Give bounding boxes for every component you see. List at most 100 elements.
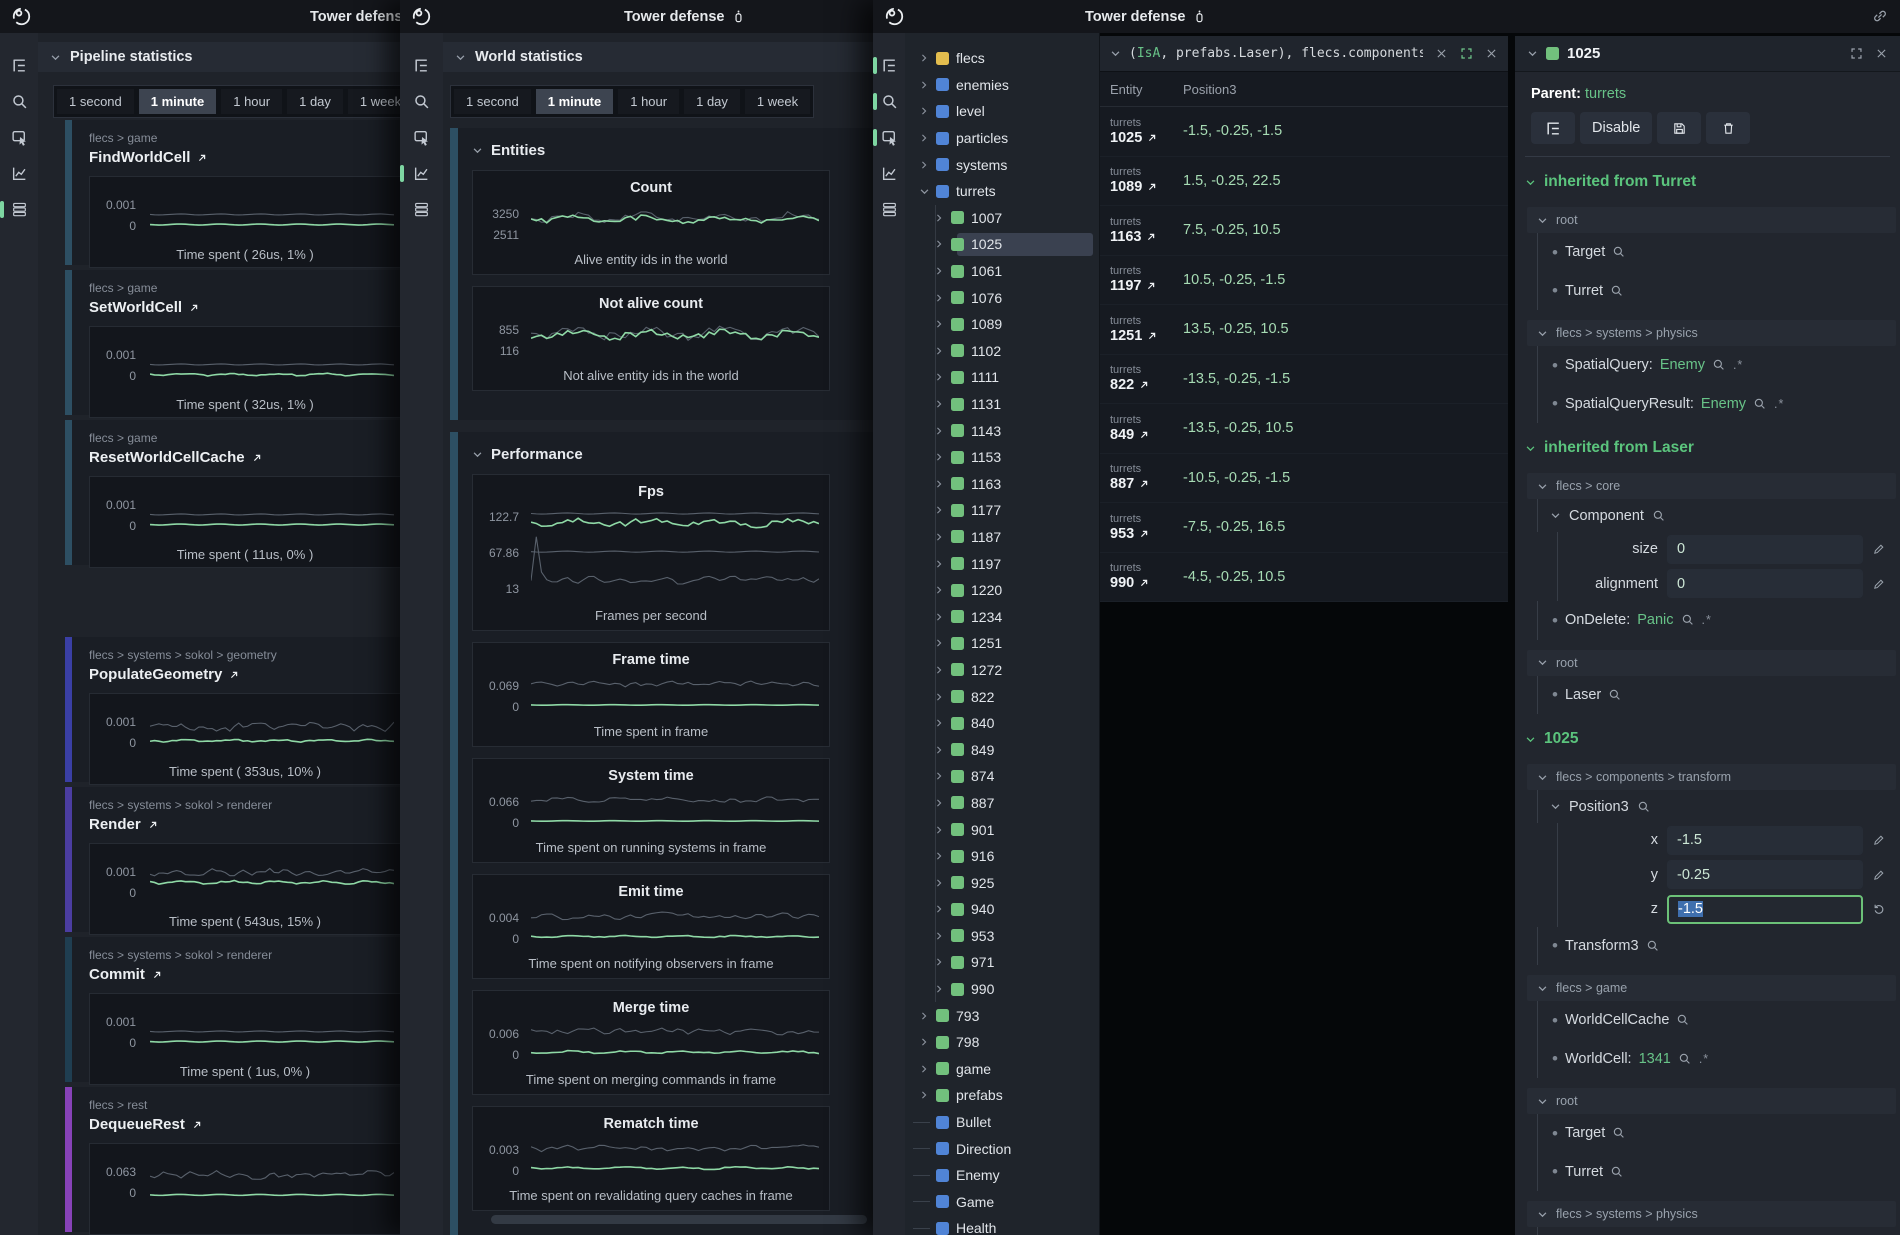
tree-row-849[interactable]: 849 — [905, 736, 1099, 763]
table-row[interactable]: turrets 990 -4.5, -0.25, 10.5 — [1100, 553, 1508, 602]
chevron-right-icon[interactable] — [934, 319, 945, 329]
tab-1-minute[interactable]: 1 minute — [535, 89, 614, 114]
tab-1-week[interactable]: 1 week — [347, 89, 400, 114]
edit-icon[interactable] — [1872, 833, 1886, 847]
sidebar-item-tree[interactable] — [400, 47, 443, 83]
chevron-right-icon[interactable] — [934, 878, 945, 888]
system-name[interactable]: FindWorldCell — [89, 149, 400, 166]
share-link-icon[interactable] — [1872, 8, 1888, 24]
chevron-right-icon[interactable] — [919, 1037, 930, 1047]
component-module-strip[interactable]: root — [1527, 207, 1896, 233]
entity-id[interactable]: 1089 — [1110, 179, 1183, 195]
watch-icon[interactable]: .* — [1732, 358, 1744, 373]
chevron-right-icon[interactable] — [919, 1064, 930, 1074]
sidebar-item-statistics[interactable] — [0, 155, 38, 191]
save-button[interactable] — [1657, 112, 1702, 144]
collapse-chevron-icon[interactable] — [1537, 1209, 1548, 1220]
chevron-right-icon[interactable] — [919, 106, 930, 116]
component-module-strip[interactable]: flecs > components > transform — [1527, 764, 1896, 790]
sidebar-item-tables[interactable] — [873, 191, 905, 227]
watch-icon[interactable]: .* — [1774, 396, 1785, 411]
collapse-chevron-icon[interactable] — [1537, 215, 1548, 226]
system-name[interactable]: DequeueRest — [89, 1116, 400, 1133]
chevron-right-icon[interactable] — [934, 825, 945, 835]
close-panel-icon[interactable] — [1485, 47, 1498, 60]
section-header[interactable]: inherited from Laser — [1525, 433, 1900, 463]
external-link-icon[interactable] — [1138, 379, 1150, 391]
query-expression[interactable]: (IsA, prefabs.Laser), flecs.components — [1129, 46, 1423, 61]
system-name[interactable]: SetWorldCell — [89, 299, 400, 316]
tab-1-day[interactable]: 1 day — [684, 89, 740, 114]
entity-link[interactable]: Panic — [1637, 612, 1674, 629]
edit-icon[interactable] — [1872, 577, 1886, 591]
external-link-icon[interactable] — [251, 452, 263, 464]
entity-id[interactable]: 990 — [1110, 575, 1183, 591]
collapse-chevron-icon[interactable] — [1537, 983, 1548, 994]
chevron-right-icon[interactable] — [934, 239, 945, 249]
search-icon[interactable] — [1652, 509, 1666, 523]
watch-icon[interactable]: .* — [1698, 1051, 1710, 1066]
delete-button[interactable] — [1706, 112, 1751, 144]
chevron-right-icon[interactable] — [934, 745, 945, 755]
chevron-right-icon[interactable] — [934, 532, 945, 542]
tree-row-953[interactable]: 953 — [905, 922, 1099, 950]
table-row[interactable]: turrets 1025 -1.5, -0.25, -1.5 — [1100, 107, 1508, 157]
chevron-right-icon[interactable] — [934, 372, 945, 382]
external-link-icon[interactable] — [228, 669, 240, 681]
system-name[interactable]: Render — [89, 816, 400, 833]
clear-query-icon[interactable] — [1435, 47, 1448, 60]
collapse-chevron-icon[interactable] — [1525, 734, 1536, 745]
tree-row-1234[interactable]: 1234 — [905, 603, 1099, 630]
collapse-chevron-icon[interactable] — [1537, 328, 1548, 339]
disable-button[interactable]: Disable — [1580, 112, 1653, 144]
section-header[interactable]: 1025 — [1525, 724, 1900, 754]
external-link-icon[interactable] — [1145, 231, 1157, 243]
tree-row-1143[interactable]: 1143 — [905, 417, 1099, 444]
expand-panel-icon[interactable] — [1460, 47, 1473, 60]
tree-row-1197[interactable]: 1197 — [905, 550, 1099, 577]
external-link-icon[interactable] — [1138, 429, 1150, 441]
tree-row-971[interactable]: 971 — [905, 949, 1099, 976]
collapse-chevron-icon[interactable] — [1537, 481, 1548, 492]
tree-row-Bullet[interactable]: Bullet — [905, 1109, 1099, 1136]
tree-row-1025[interactable]: 1025 — [905, 231, 1099, 258]
system-name[interactable]: PopulateGeometry — [89, 666, 400, 683]
entity-link[interactable]: Enemy — [1659, 357, 1705, 374]
chevron-right-icon[interactable] — [934, 266, 945, 276]
sidebar-item-tree[interactable] — [873, 47, 905, 83]
chevron-right-icon[interactable] — [934, 213, 945, 223]
external-link-icon[interactable] — [1138, 577, 1150, 589]
collapse-chevron-icon[interactable] — [1110, 48, 1121, 59]
sidebar-item-search[interactable] — [400, 83, 443, 119]
chevron-right-icon[interactable] — [934, 904, 945, 914]
chevron-right-icon[interactable] — [919, 160, 930, 170]
search-icon[interactable] — [1681, 613, 1695, 627]
chevron-right-icon[interactable] — [934, 585, 945, 595]
entity-id[interactable]: 1251 — [1110, 328, 1183, 344]
table-row[interactable]: turrets 849 -13.5, -0.25, 10.5 — [1100, 404, 1508, 454]
external-link-icon[interactable] — [147, 819, 159, 831]
tree-row-Game[interactable]: Game — [905, 1189, 1099, 1216]
collapse-chevron-icon[interactable] — [472, 449, 483, 460]
chevron-right-icon[interactable] — [934, 559, 945, 569]
expand-panel-icon[interactable] — [1850, 47, 1863, 60]
tree-row-particles[interactable]: particles — [905, 125, 1099, 152]
sidebar-item-inspector[interactable] — [400, 119, 443, 155]
tree-row-1187[interactable]: 1187 — [905, 523, 1099, 551]
search-icon[interactable] — [1608, 688, 1622, 702]
entity-id[interactable]: 1025 — [1110, 130, 1183, 146]
entity-id[interactable]: 849 — [1110, 427, 1183, 443]
chevron-right-icon[interactable] — [934, 479, 945, 489]
sidebar-item-statistics[interactable] — [400, 155, 443, 191]
collapse-chevron-icon[interactable] — [1525, 443, 1536, 454]
component-module-strip[interactable]: flecs > systems > physics — [1527, 1201, 1896, 1227]
tree-row-990[interactable]: 990 — [905, 975, 1099, 1003]
chevron-right-icon[interactable] — [934, 957, 945, 967]
chevron-right-icon[interactable] — [934, 931, 945, 941]
table-row[interactable]: turrets 822 -13.5, -0.25, -1.5 — [1100, 355, 1508, 404]
tab-1-hour[interactable]: 1 hour — [618, 89, 680, 114]
tab-1-hour[interactable]: 1 hour — [221, 89, 283, 114]
watch-icon[interactable]: .* — [1701, 613, 1712, 628]
table-row[interactable]: turrets 1251 13.5, -0.25, 10.5 — [1100, 305, 1508, 355]
close-panel-icon[interactable] — [1875, 47, 1888, 60]
